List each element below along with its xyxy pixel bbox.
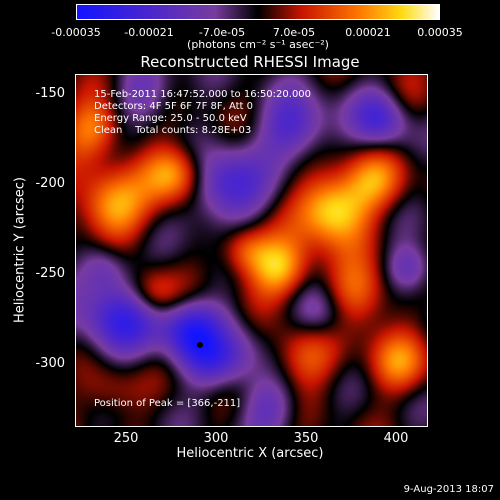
x-tick-label: 300 xyxy=(203,431,229,446)
colorbar-tick: -7.0e-05 xyxy=(198,26,246,39)
x-tick-label: 250 xyxy=(113,431,139,446)
x-axis-label: Heliocentric X (arcsec) xyxy=(176,446,324,461)
y-tick-label: -150 xyxy=(35,86,65,101)
colorbar-tick: -0.00035 xyxy=(51,26,101,39)
rhessi-image xyxy=(76,75,427,426)
colorbar-unit: (photons cm⁻² s⁻¹ asec⁻²) xyxy=(187,38,329,51)
colorbar-tick: 7.0e-05 xyxy=(272,26,316,39)
x-tick-label: 350 xyxy=(293,431,319,446)
info-detectors: Detectors: 4F 5F 6F 7F 8F, Att 0 xyxy=(94,101,254,112)
y-tick-label: -200 xyxy=(35,176,65,191)
y-tick-label: -300 xyxy=(35,356,65,371)
colorbar-tick: 0.00021 xyxy=(345,26,391,39)
y-axis-label: Heliocentric Y (arcsec) xyxy=(12,177,28,323)
colorbar-tick: 0.00035 xyxy=(417,26,463,39)
timestamp: 9-Aug-2013 18:07 xyxy=(403,484,494,495)
colorbar-tick: -0.00021 xyxy=(124,26,174,39)
info-energy-range: Energy Range: 25.0 - 50.0 keV xyxy=(94,113,247,124)
info-time-range: 15-Feb-2011 16:47:52.000 to 16:50:20.000 xyxy=(94,89,312,100)
colorbar xyxy=(76,4,440,20)
plot-frame xyxy=(75,74,428,427)
plot-title: Reconstructed RHESSI Image xyxy=(140,53,360,71)
peak-marker xyxy=(196,342,203,349)
colorbar-gradient xyxy=(77,5,439,19)
info-clean-counts: Clean Total counts: 8.28E+03 xyxy=(94,125,252,136)
x-tick-label: 400 xyxy=(383,431,409,446)
y-tick-label: -250 xyxy=(35,266,65,281)
peak-position-text: Position of Peak = [366,-211] xyxy=(94,398,241,409)
